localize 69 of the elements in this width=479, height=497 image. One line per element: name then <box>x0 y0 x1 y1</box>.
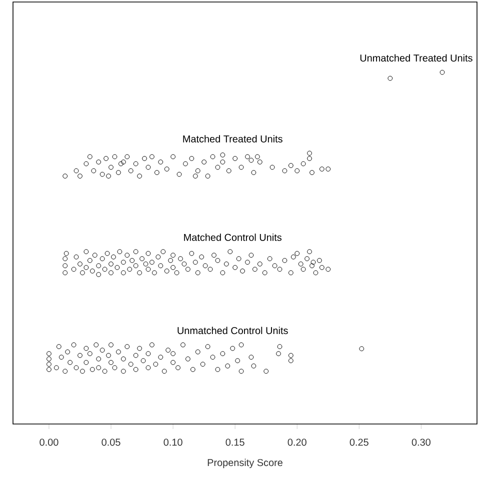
point <box>62 174 68 179</box>
point <box>124 154 130 160</box>
point <box>388 76 393 81</box>
point <box>220 152 226 158</box>
point <box>288 163 294 168</box>
point <box>210 154 216 160</box>
x-tick-label: 0.25 <box>350 438 368 446</box>
point <box>238 164 244 170</box>
point <box>133 161 138 166</box>
point <box>158 160 164 164</box>
point <box>248 158 254 163</box>
x-axis-title: Propensity Score <box>208 458 282 468</box>
point <box>84 161 89 166</box>
x-tick-label: 0.30 <box>412 438 430 446</box>
point <box>195 168 200 174</box>
point <box>137 174 142 179</box>
point <box>120 160 126 164</box>
point <box>164 166 170 172</box>
point <box>112 154 118 160</box>
point <box>220 160 226 164</box>
point <box>307 150 312 156</box>
point <box>232 156 238 161</box>
text: Unmatched Treated Units <box>360 54 472 62</box>
point <box>251 170 256 175</box>
point <box>300 161 306 166</box>
point <box>245 154 250 160</box>
point <box>215 164 220 170</box>
point <box>257 160 262 164</box>
point <box>78 174 82 179</box>
point <box>108 164 114 170</box>
x-tick-label: 0.20 <box>288 438 306 446</box>
point <box>104 156 108 161</box>
point <box>74 168 79 174</box>
point <box>307 156 312 161</box>
point <box>170 154 176 160</box>
series-label: Matched Treated Units <box>183 135 282 142</box>
point <box>326 166 331 172</box>
point <box>192 174 198 179</box>
point <box>294 168 300 174</box>
point <box>154 170 160 175</box>
point <box>202 160 207 164</box>
series-label: Matched Control Units <box>184 234 282 241</box>
x-tick-label: 0.05 <box>102 438 120 446</box>
x-tick-label: 0.00 <box>40 438 58 446</box>
point <box>282 168 288 174</box>
point <box>205 174 210 179</box>
point <box>310 170 314 175</box>
point <box>106 174 111 179</box>
x-tick-label: 0.15 <box>226 438 244 446</box>
point <box>116 170 121 175</box>
point <box>146 164 151 170</box>
point <box>100 172 105 177</box>
point <box>96 160 102 164</box>
series-label: Unmatched Control Units <box>178 326 288 334</box>
point <box>440 70 445 75</box>
x-tick-label: 0.10 <box>164 438 182 446</box>
point <box>189 156 194 161</box>
point <box>254 154 260 160</box>
point <box>87 154 92 160</box>
point <box>91 168 96 174</box>
point <box>319 166 324 172</box>
point <box>142 156 147 161</box>
point <box>118 161 124 166</box>
point <box>128 168 134 174</box>
point <box>176 172 182 177</box>
point <box>270 164 275 170</box>
point <box>226 168 232 174</box>
point <box>150 154 154 160</box>
point <box>183 161 188 166</box>
